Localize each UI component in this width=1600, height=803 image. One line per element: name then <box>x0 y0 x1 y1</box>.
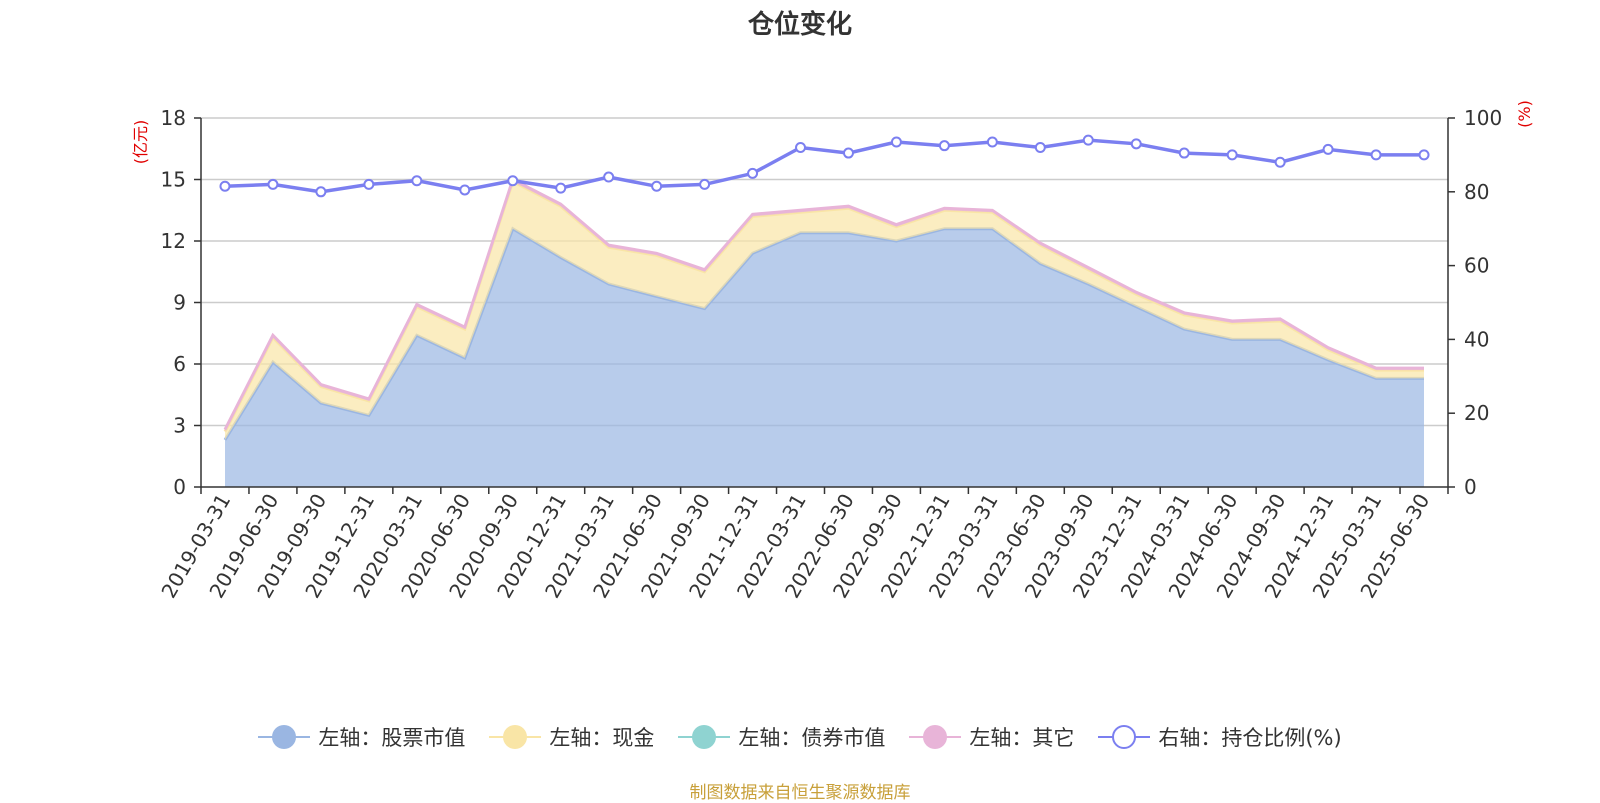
ratio-point <box>1034 142 1046 154</box>
legend-item[interactable]: 左轴：股票市值 <box>258 722 465 752</box>
area-左轴：股票市值 <box>225 228 1424 487</box>
ratio-point <box>1226 149 1238 161</box>
ratio-point <box>651 180 663 192</box>
area-edge-左轴：其它 <box>223 177 1424 431</box>
data-source-note: 制图数据来自恒生聚源数据库 <box>689 783 911 803</box>
right-axis-tick-label: 0 <box>1464 475 1477 499</box>
ratio-point <box>507 175 519 187</box>
ratio-point <box>747 167 759 179</box>
ratio-point <box>1130 138 1142 150</box>
left-axis-unit: (亿元) <box>131 120 150 165</box>
ratio-point <box>411 175 423 187</box>
legend-label: 左轴：股票市值 <box>318 726 466 750</box>
stacked-areas <box>223 177 1424 487</box>
ratio-point <box>603 171 615 183</box>
legend-label: 右轴：持仓比例(%) <box>1158 726 1342 750</box>
left-axis-tick-label: 6 <box>173 352 186 376</box>
ratio-line <box>219 134 1430 198</box>
legend-symbol-icon <box>1098 725 1151 749</box>
ratio-point <box>1322 143 1334 155</box>
ratio-point <box>842 147 854 159</box>
ratio-point <box>938 140 950 152</box>
right-axis-tick-label: 80 <box>1464 180 1489 204</box>
legend-symbol-icon <box>909 725 962 749</box>
legend-item[interactable]: 左轴：债券市值 <box>678 722 885 752</box>
ratio-line-path <box>224 138 1424 194</box>
ratio-point <box>890 136 902 148</box>
right-axis-tick-label: 20 <box>1464 401 1489 425</box>
legend-symbol-icon <box>489 725 542 749</box>
legend-item[interactable]: 右轴：持仓比例(%) <box>1098 722 1342 752</box>
ratio-point <box>1370 149 1382 161</box>
right-axis-tick-label: 100 <box>1464 106 1502 130</box>
legend-symbol-icon <box>258 725 311 749</box>
ratio-point <box>1178 147 1190 159</box>
left-axis-tick-label: 18 <box>161 106 186 130</box>
ratio-point <box>555 182 567 194</box>
ratio-point <box>315 186 327 198</box>
left-axis-tick-label: 9 <box>173 291 186 315</box>
right-axis-unit: (%) <box>1515 100 1534 128</box>
legend-label: 左轴：其它 <box>969 726 1075 750</box>
ratio-point <box>986 136 998 148</box>
ratio-point <box>267 178 279 190</box>
ratio-point <box>459 184 471 196</box>
left-axis-tick-label: 3 <box>173 414 186 438</box>
legend-item[interactable]: 左轴：现金 <box>489 722 654 752</box>
ratio-point <box>1418 149 1430 161</box>
ratio-point <box>699 178 711 190</box>
ratio-point <box>1274 156 1286 168</box>
left-axis-tick-label: 0 <box>173 475 186 499</box>
ratio-point <box>1082 134 1094 146</box>
chart-title: 仓位变化 <box>747 10 852 40</box>
right-axis-tick-label: 60 <box>1464 254 1489 278</box>
left-axis-tick-label: 12 <box>161 229 186 253</box>
legend-label: 左轴：债券市值 <box>738 726 886 750</box>
ratio-point <box>795 142 807 154</box>
legend: 左轴：股票市值 左轴：现金 左轴：债券市值 左轴：其它 右轴：持仓比例(%) <box>0 722 1600 752</box>
right-axis-tick-label: 40 <box>1464 327 1489 351</box>
ratio-point <box>363 178 375 190</box>
legend-symbol-icon <box>678 725 731 749</box>
ratio-point <box>219 180 231 192</box>
left-axis-tick-label: 15 <box>161 168 186 192</box>
legend-label: 左轴：现金 <box>549 726 655 750</box>
legend-item[interactable]: 左轴：其它 <box>909 722 1074 752</box>
